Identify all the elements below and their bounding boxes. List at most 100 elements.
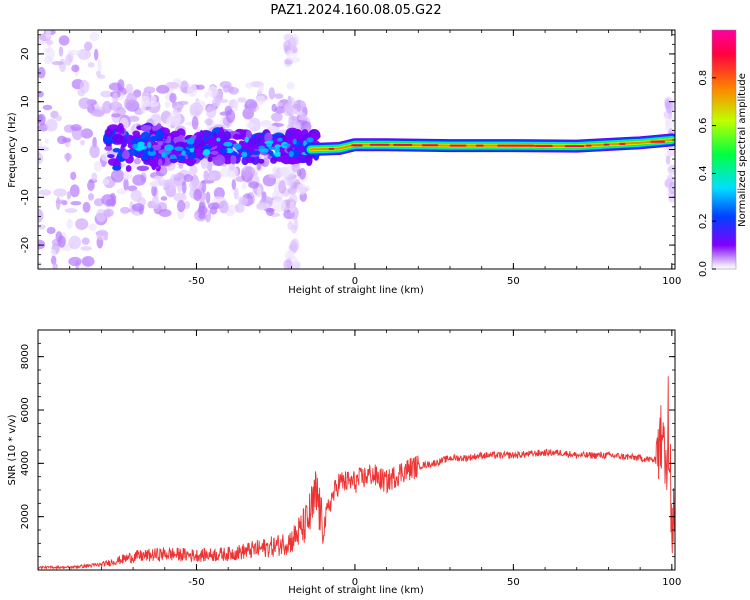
colorbar-tick-label: 0.0 xyxy=(698,261,709,277)
spectrogram-cell xyxy=(223,130,232,141)
spectrogram-cell xyxy=(204,118,214,126)
spectrogram-cell xyxy=(208,173,215,182)
spectrogram-cell xyxy=(123,169,129,181)
snr-xtick-label: 100 xyxy=(662,577,681,588)
spectrogram-cell xyxy=(206,105,217,119)
spectrogram-cell xyxy=(256,186,262,198)
spectrogram-cell xyxy=(169,92,177,104)
spectrogram-cell xyxy=(289,202,295,214)
spectrogram-cell xyxy=(143,86,156,94)
spectrogram-cell xyxy=(112,148,121,153)
spectrogram-cell xyxy=(57,235,66,248)
spectrogram-cell xyxy=(209,206,218,215)
spectrogram-cell xyxy=(228,86,240,95)
spectrogram-cell xyxy=(70,171,77,181)
spectrogram-cell xyxy=(204,132,210,138)
spectrogram-cell xyxy=(77,89,86,97)
spectrogram-cell xyxy=(95,229,109,241)
spectrogram-ytick-label: -10 xyxy=(20,189,31,205)
spectrogram-cell xyxy=(219,200,229,214)
colorbar-gradient xyxy=(711,29,737,270)
spectrogram-cell xyxy=(161,152,166,158)
spectrogram-cell xyxy=(107,154,115,159)
spectrogram-cell xyxy=(237,97,247,103)
spectrogram-cell xyxy=(195,134,202,145)
spectrogram-cell xyxy=(81,237,90,245)
spectrogram-cell xyxy=(166,135,172,144)
spectrogram-cell xyxy=(150,181,159,187)
colorbar: 0.0 0.2 0.4 0.6 0.8 Normalized spectral ampl… xyxy=(698,29,748,277)
colorbar-tick-label: 0.4 xyxy=(698,165,709,181)
spectrogram-cell xyxy=(55,199,68,205)
spectrogram-cell xyxy=(125,165,132,172)
spectrogram-cell xyxy=(84,41,93,51)
spectrogram-cell xyxy=(132,130,141,137)
spectrogram-cell xyxy=(104,128,114,137)
spectrogram-cell xyxy=(90,109,105,117)
spectrogram-cell xyxy=(268,150,274,157)
snr-xtick-label: 0 xyxy=(352,577,358,588)
spectrogram-cell xyxy=(58,46,64,57)
spectrogram-cell xyxy=(81,255,95,267)
spectrogram-cell xyxy=(150,135,158,142)
spectrogram-cell xyxy=(198,212,206,220)
spectrogram-cell xyxy=(288,150,294,158)
spectrogram-cell xyxy=(286,49,292,60)
snr-xlabel: Height of straight line (km) xyxy=(288,585,424,596)
spectrogram-cell xyxy=(219,99,229,104)
spectrogram-cell xyxy=(128,115,140,122)
spectrogram-cell xyxy=(287,108,298,115)
spectrogram-cell xyxy=(158,158,163,167)
spectrogram-cell xyxy=(136,165,150,172)
spectrogram-cell xyxy=(104,146,113,152)
spectrogram-cell xyxy=(283,259,293,269)
spectrogram-cell xyxy=(181,181,187,194)
spectrogram-cell xyxy=(250,136,256,147)
spectrogram-cell xyxy=(67,49,81,56)
spectrogram-cell xyxy=(203,170,209,182)
spectrogram-cell xyxy=(171,101,184,111)
spectrogram-cell xyxy=(233,187,239,200)
spectrogram-cell xyxy=(207,136,218,148)
spectrogram-cell xyxy=(62,137,72,143)
spectrogram-cell xyxy=(66,218,73,229)
spectrogram-cell xyxy=(274,150,281,157)
spectrogram-cell xyxy=(183,200,190,210)
spectrogram-cell xyxy=(140,124,152,132)
spectrogram-cell xyxy=(130,189,142,202)
spectrogram-cell xyxy=(202,151,207,156)
spectrogram-cell xyxy=(243,107,257,113)
spectrogram-cell xyxy=(283,33,294,41)
spectrogram-cell xyxy=(268,173,278,179)
spectrogram-cell xyxy=(241,183,247,190)
spectrogram-cell xyxy=(107,158,120,167)
spectrogram-cell xyxy=(112,165,122,171)
spectrogram-cell xyxy=(132,143,138,149)
spectrogram-cell xyxy=(147,149,157,156)
spectrogram-cell xyxy=(204,91,209,99)
spectrogram-cell xyxy=(219,148,228,154)
spectrogram-cell xyxy=(70,124,82,132)
spectrogram-cell xyxy=(187,137,195,145)
spectrogram-cell xyxy=(43,56,53,65)
spectrogram-cell xyxy=(219,81,232,89)
spectrogram-cell xyxy=(58,35,70,46)
spectrogram-xtick-label: -50 xyxy=(188,276,204,287)
spectrogram-cell xyxy=(125,99,140,112)
spectrogram-cell xyxy=(283,40,292,53)
spectrogram-cell xyxy=(100,90,113,98)
spectrogram-cell xyxy=(158,179,172,187)
spectrogram-cell xyxy=(126,92,138,103)
spectrogram-cell xyxy=(38,152,44,165)
spectrogram-cell xyxy=(80,246,92,251)
snr-ylabel: SNR (10 * v/v) xyxy=(7,414,18,485)
spectrogram-cell xyxy=(286,81,295,90)
spectrogram-cell xyxy=(132,174,146,186)
spectrogram-cell xyxy=(289,38,297,51)
spectrogram-cell xyxy=(193,188,202,202)
spectrogram-cell xyxy=(151,184,157,197)
spectrogram-cell xyxy=(110,169,125,183)
spectrogram-cell xyxy=(78,97,92,110)
spectrogram-cell xyxy=(260,120,272,128)
